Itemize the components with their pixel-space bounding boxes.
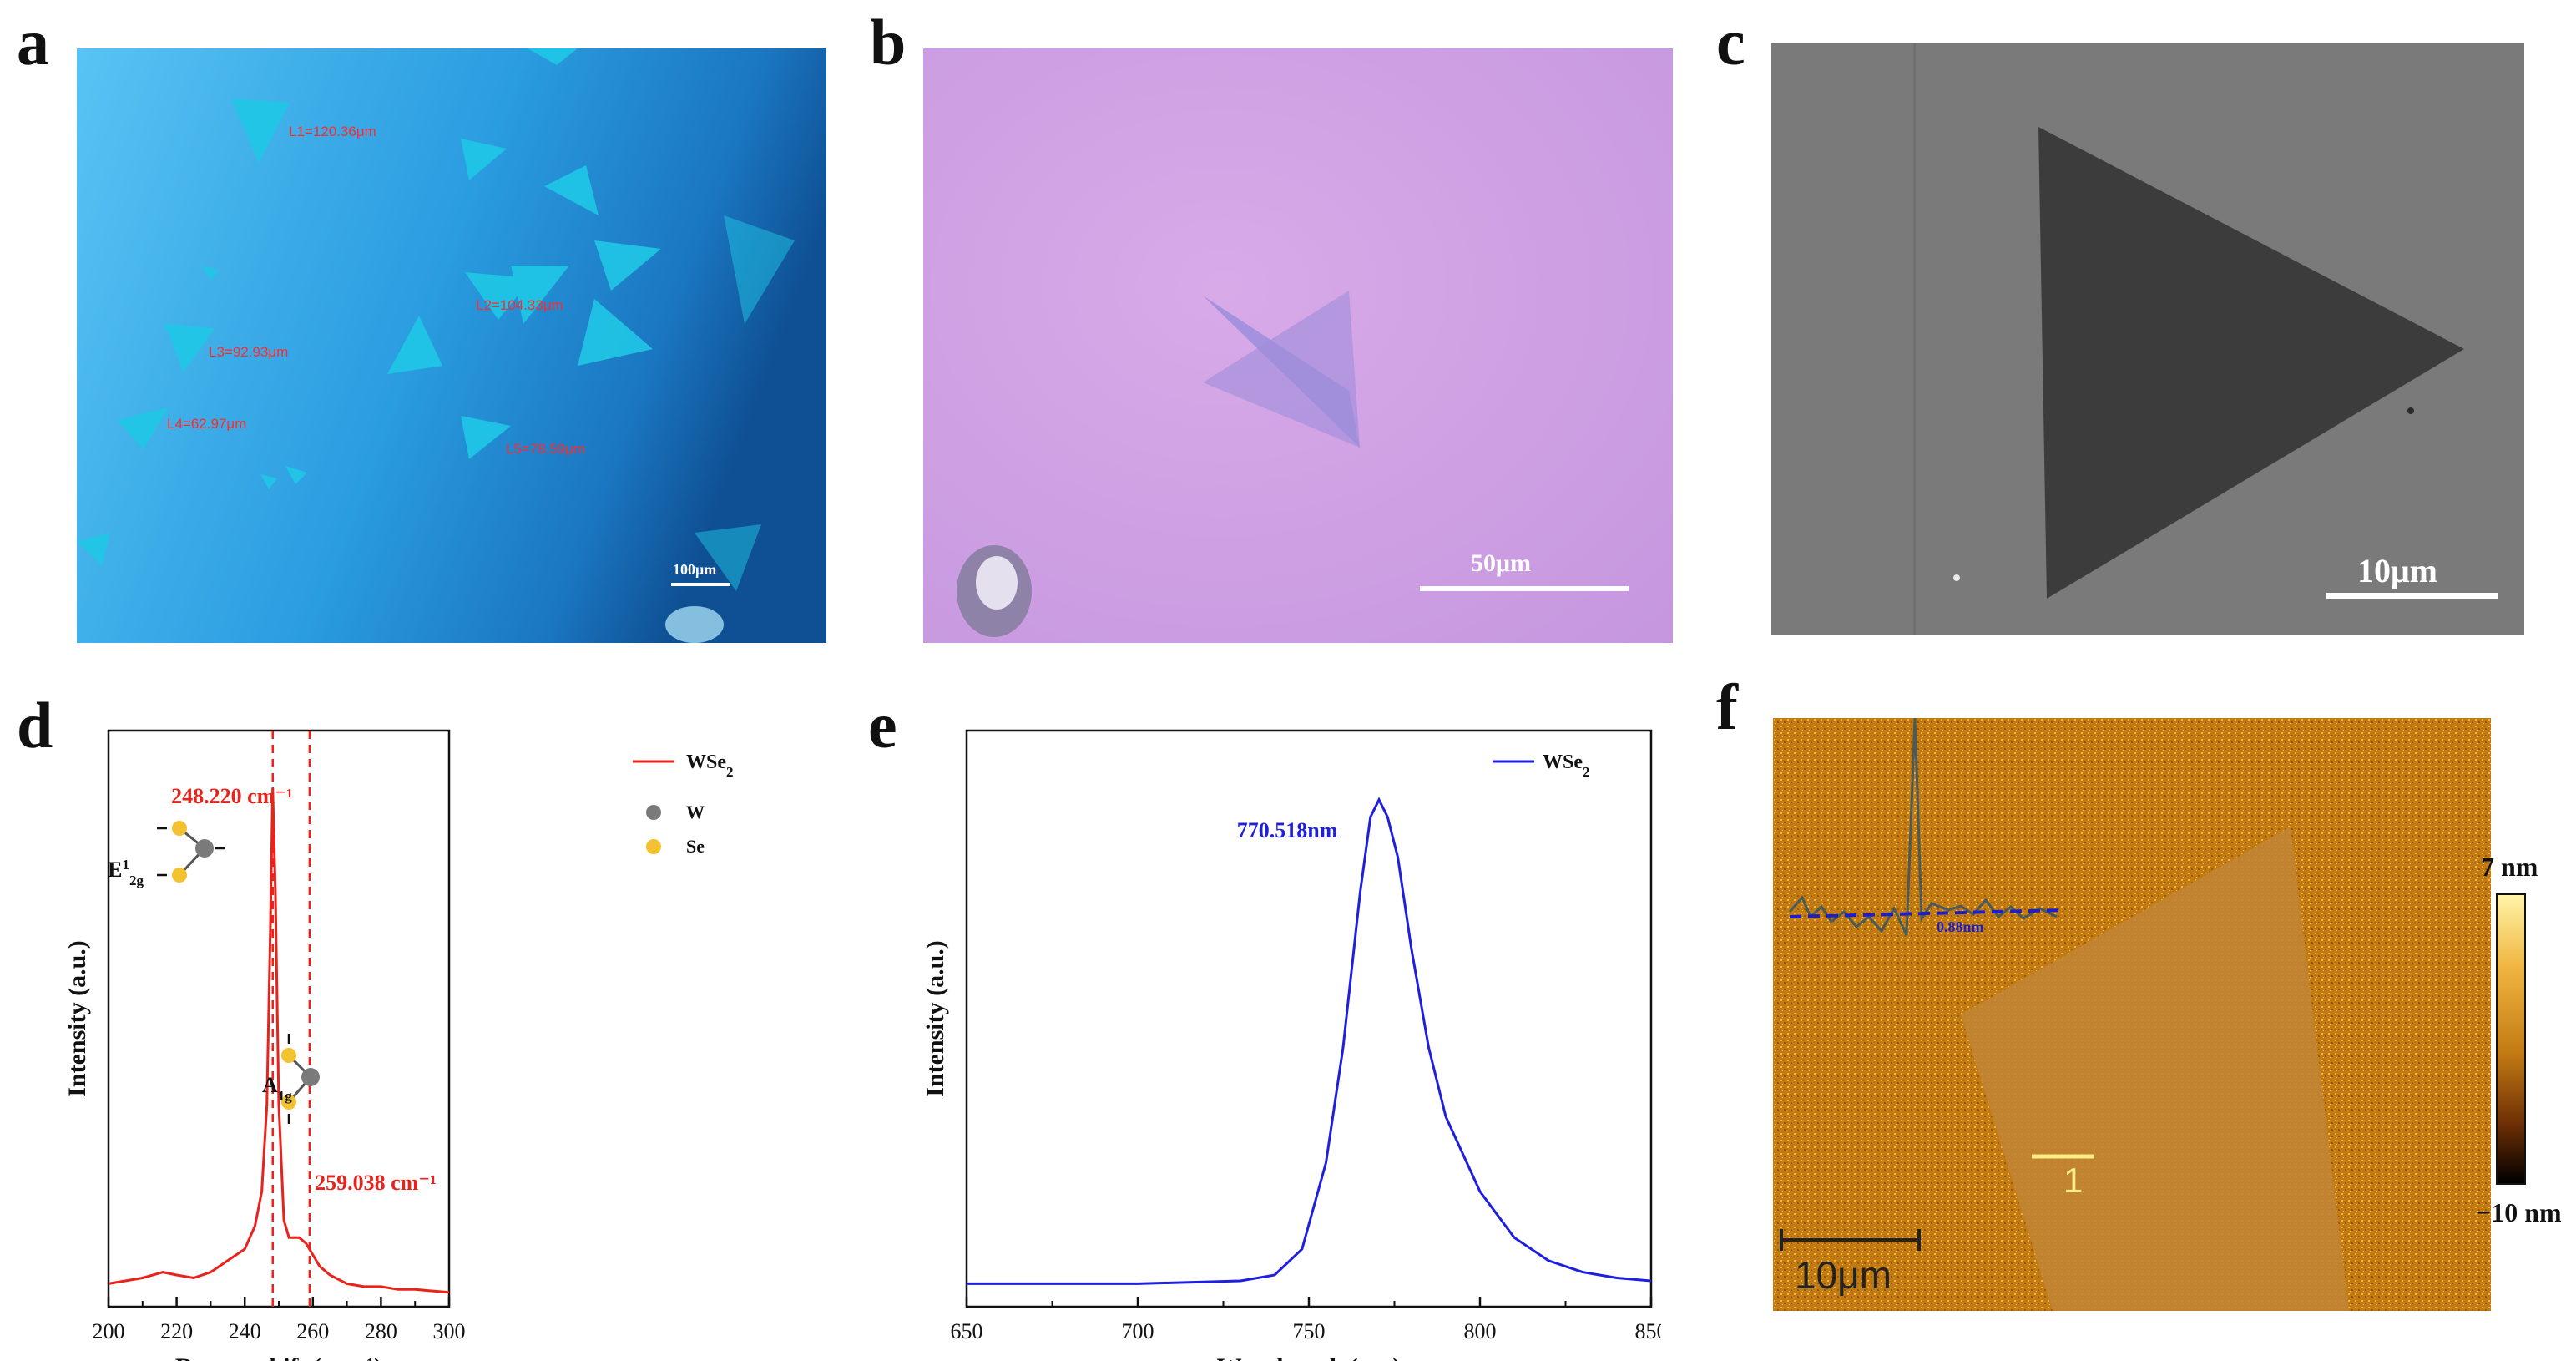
scalebar-label-a: 100μm — [673, 561, 717, 578]
sem-image-c — [1771, 43, 2524, 635]
length-label-1: L1=120.36μm — [289, 124, 376, 139]
y-axis-label: Intensity (a.u.) — [63, 940, 91, 1097]
atom-w — [195, 839, 214, 858]
scalebar-c — [2326, 593, 2498, 599]
atom-se — [172, 868, 187, 883]
atom-se — [281, 1048, 296, 1063]
panel-letter-e: e — [868, 689, 897, 761]
atom-se — [281, 1095, 296, 1110]
length-label-5: L5=78.59μm — [506, 441, 586, 457]
x-tick-label: 280 — [365, 1319, 397, 1343]
afm-image-f — [1773, 718, 2491, 1311]
legend-label-subscript: 2 — [1583, 764, 1590, 780]
panel-letter-f: f — [1716, 670, 1738, 743]
scalebar-a — [671, 583, 730, 586]
atom-se — [172, 821, 187, 836]
panel-letter-d: d — [17, 689, 53, 761]
optical-image-a — [77, 48, 826, 643]
x-tick-label: 700 — [1122, 1319, 1154, 1343]
peak-label: 248.220 cm⁻¹ — [171, 784, 293, 808]
colorbar-min-label: −10 nm — [2476, 1197, 2562, 1227]
x-tick-label: 200 — [93, 1319, 125, 1343]
optical-image-b-canvas — [923, 48, 1673, 643]
length-label-2: L2=104.33μm — [476, 297, 563, 313]
legend-atom-label: W — [686, 802, 705, 822]
y-axis-label: Intensity (a.u.) — [922, 940, 949, 1097]
sem-image-c-canvas — [1771, 43, 2524, 635]
legend-atom-se — [646, 839, 661, 854]
profile-baseline — [1789, 908, 2066, 918]
x-axis-label: Raman shift (cm⁻¹) — [175, 1353, 382, 1361]
panel-letter-c: c — [1716, 6, 1745, 78]
x-tick-label: 300 — [433, 1319, 466, 1343]
x-tick-label: 750 — [1293, 1319, 1326, 1343]
flake-triangle — [2038, 127, 2464, 599]
scalebar-label-b: 50μm — [1471, 549, 1531, 577]
flake-triangle — [1961, 827, 2349, 1311]
length-label-3: L3=92.93μm — [209, 344, 289, 360]
afm-image-f-canvas — [1773, 718, 2491, 1311]
mode-label-e2g-sub: 2g — [129, 873, 144, 888]
x-tick-label: 260 — [296, 1319, 329, 1343]
profile-marker-label: 1 — [2063, 1161, 2084, 1200]
flake-triangle — [387, 316, 442, 374]
scalebar-b — [1420, 586, 1629, 591]
x-tick-label: 800 — [1464, 1319, 1497, 1343]
optical-image-a-canvas — [77, 48, 826, 643]
legend-atom-label: Se — [686, 836, 705, 857]
flake-triangle — [117, 407, 169, 449]
mode-label-e2g-sup: 1 — [123, 857, 130, 873]
flake-triangle — [164, 324, 215, 372]
scalebar-label-f: 10μm — [1795, 1253, 1892, 1297]
profile-step-label: 0.88nm — [1937, 918, 1984, 935]
flake-triangle — [231, 99, 290, 164]
legend-atom-w — [646, 805, 661, 820]
colorbar-max-label: 7 nm — [2481, 852, 2538, 882]
legend-label: WSe2 — [686, 751, 734, 780]
x-tick-label: 220 — [160, 1319, 193, 1343]
series-line-WSe2 — [967, 797, 1652, 1285]
flake-triangle — [461, 416, 511, 459]
optical-image-b — [923, 48, 1673, 643]
panel-letter-a: a — [17, 6, 49, 78]
peak-label: 259.038 cm⁻¹ — [315, 1171, 437, 1195]
mode-label-a1g-sub: 1g — [278, 1088, 293, 1104]
height-colorbar — [2496, 893, 2526, 1185]
scalebar-label-c: 10μm — [2357, 552, 2437, 589]
x-tick-label: 240 — [229, 1319, 261, 1343]
mode-label-e2g: E12g — [108, 857, 144, 888]
x-tick-label: 650 — [951, 1319, 983, 1343]
x-tick-label: 850 — [1635, 1319, 1662, 1343]
legend-label-subscript: 2 — [726, 764, 734, 780]
raman-chart: 200 220 240 260 280 300 Raman shift (cm⁻¹) Inte… — [63, 729, 734, 1361]
pl-chart: 650 700 750 800 850 Wavelength (nm) Intensity … — [922, 729, 1662, 1361]
plot-frame — [107, 729, 451, 1308]
atom-w — [301, 1068, 320, 1086]
x-axis-label: Wavelength (nm) — [1217, 1353, 1402, 1361]
series-line-WSe2 — [108, 787, 450, 1294]
length-label-4: L4=62.97μm — [167, 416, 247, 432]
legend-label: WSe2 — [1543, 751, 1590, 780]
peak-label: 770.518nm — [1237, 818, 1338, 842]
panel-letter-b: b — [870, 6, 907, 78]
